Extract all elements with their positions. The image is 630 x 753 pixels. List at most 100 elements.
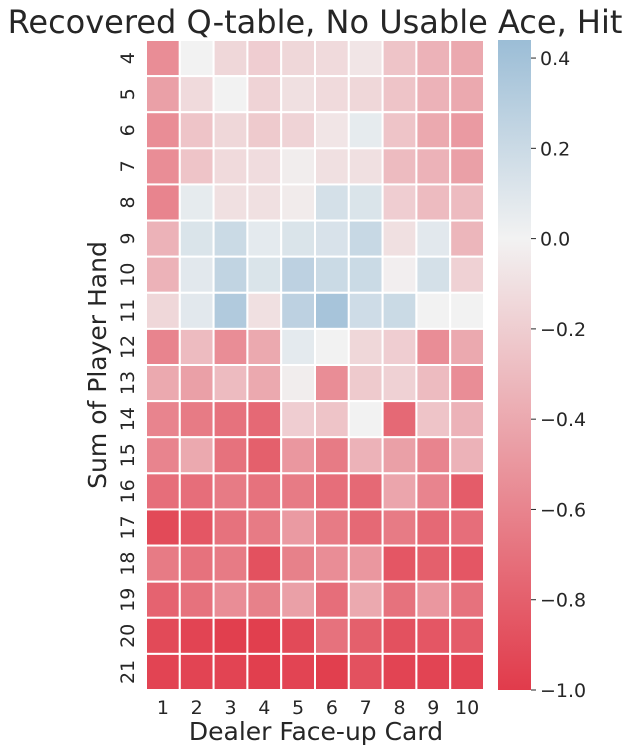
heatmap-cell [246, 39, 283, 78]
heatmap-cell [246, 219, 283, 258]
heatmap-cell [212, 327, 249, 366]
heatmap-cell [212, 436, 249, 475]
heatmap-cell [381, 544, 418, 583]
chart-title: Recovered Q-table, No Usable Ace, Hit [8, 3, 623, 41]
heatmap-cell [347, 39, 384, 78]
y-tick-label: 17 [117, 515, 139, 539]
heatmap-cell [280, 616, 317, 655]
y-tick-label: 12 [117, 335, 139, 359]
x-tick-label: 9 [427, 697, 439, 719]
heatmap-cell [314, 508, 350, 547]
heatmap-cell [314, 147, 350, 186]
heatmap-cell [347, 111, 384, 150]
x-tick-label: 4 [258, 697, 270, 719]
heatmap-cell [381, 75, 418, 114]
y-tick-label: 6 [117, 124, 139, 136]
colorbar-tick-label: 0.4 [540, 48, 570, 70]
heatmap-cell [314, 616, 350, 655]
heatmap-cell [280, 219, 317, 258]
heatmap-cell [449, 400, 486, 439]
heatmap-cell [415, 616, 452, 655]
heatmap-cell [145, 400, 181, 439]
heatmap-cell [280, 364, 317, 403]
heatmap-cell [178, 327, 215, 366]
heatmap-cell [178, 472, 215, 511]
heatmap-cell [415, 544, 452, 583]
heatmap-cell [145, 472, 181, 511]
colorbar-tick-label: 0.0 [540, 229, 570, 251]
heatmap-cell [178, 291, 215, 330]
heatmap-cell [280, 147, 317, 186]
heatmap-cell [280, 400, 317, 439]
heatmap-cell [145, 508, 181, 547]
y-tick-label: 7 [117, 160, 139, 172]
heatmap-cell [449, 255, 486, 294]
heatmap-cell [415, 364, 452, 403]
y-tick-label: 14 [117, 407, 139, 431]
heatmap-cell [280, 472, 317, 511]
heatmap-cell [145, 616, 181, 655]
heatmap-cell [145, 111, 181, 150]
colorbar-tick-label: −1.0 [540, 680, 586, 702]
heatmap-cell [212, 508, 249, 547]
heatmap-cell [415, 219, 452, 258]
heatmap-cell [178, 508, 215, 547]
heatmap-cell [178, 219, 215, 258]
heatmap-cell [314, 219, 350, 258]
heatmap-cell [178, 255, 215, 294]
heatmap-cell [212, 580, 249, 619]
heatmap-cell [381, 183, 418, 222]
heatmap-cell [347, 327, 384, 366]
heatmap-cell [212, 75, 249, 114]
heatmap-cell [449, 75, 486, 114]
heatmap-cell [145, 255, 181, 294]
heatmap-cell [145, 219, 181, 258]
heatmap-cell [449, 544, 486, 583]
heatmap-cell [280, 111, 317, 150]
heatmap-cell [381, 111, 418, 150]
colorbar-tick-label: −0.6 [540, 499, 586, 521]
colorbar-tick-label: −0.8 [540, 590, 586, 612]
heatmap-cell [246, 652, 283, 692]
heatmap-cell [415, 652, 452, 692]
heatmap-cells [145, 39, 486, 692]
heatmap-cell [314, 111, 350, 150]
heatmap-cell [381, 472, 418, 511]
heatmap-cell [246, 436, 283, 475]
heatmap-cell [178, 652, 215, 692]
heatmap-cell [449, 652, 486, 692]
heatmap-cell [381, 652, 418, 692]
heatmap-cell [178, 75, 215, 114]
heatmap-cell [212, 544, 249, 583]
heatmap-cell [280, 327, 317, 366]
heatmap-cell [280, 255, 317, 294]
heatmap-cell [381, 364, 418, 403]
heatmap-cell [246, 616, 283, 655]
x-tick-label: 3 [224, 697, 236, 719]
heatmap-cell [415, 327, 452, 366]
heatmap-cell [381, 147, 418, 186]
x-axis-label: Dealer Face-up Card [189, 717, 443, 746]
heatmap-cell [381, 39, 418, 78]
heatmap-cell [145, 544, 181, 583]
heatmap-cell [314, 75, 350, 114]
heatmap-cell [449, 616, 486, 655]
colorbar-tick-label: 0.2 [540, 138, 570, 160]
x-tick-labels: 1 2 3 4 5 6 7 8 9 10 [157, 697, 479, 719]
heatmap-cell [415, 183, 452, 222]
x-tick-label: 8 [393, 697, 405, 719]
heatmap-cell [212, 291, 249, 330]
y-tick-label: 16 [117, 479, 139, 503]
heatmap-cell [415, 147, 452, 186]
heatmap-cell [415, 436, 452, 475]
heatmap-cell [178, 436, 215, 475]
heatmap-cell [314, 39, 350, 78]
heatmap-cell [145, 327, 181, 366]
colorbar-ticks: 0.4 0.2 0.0 −0.2 −0.4 −0.6 −0.8 −1.0 [531, 48, 586, 702]
heatmap-cell [280, 291, 317, 330]
x-tick-label: 5 [292, 697, 304, 719]
heatmap-cell [449, 364, 486, 403]
heatmap-cell [212, 472, 249, 511]
heatmap-cell [347, 255, 384, 294]
heatmap-cell [347, 75, 384, 114]
